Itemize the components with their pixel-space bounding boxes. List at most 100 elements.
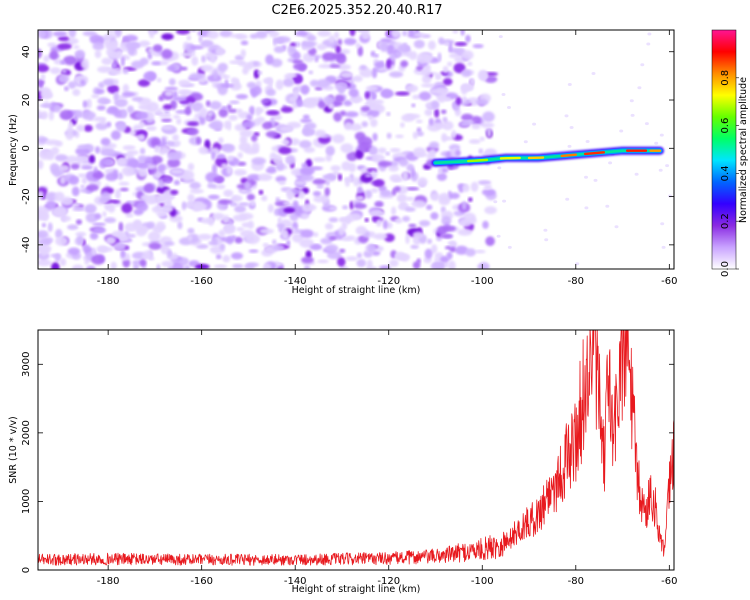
spectrogram-noise-cell: [337, 257, 346, 267]
spectrogram-noise-cell: [292, 51, 301, 61]
spectrogram-noise-cell: [266, 88, 276, 97]
spectrogram-noise-cell: [161, 137, 166, 148]
spectrogram-noise-cell: [82, 244, 91, 253]
snr-panel: -180 -160 -140 -120 -100 -80 -60 0 1000 2000 3000…: [8, 329, 677, 595]
spectrogram-noise-cell: [177, 89, 192, 96]
spectrogram-noise-cell: [223, 189, 234, 197]
spectrogram-noise-cell: [389, 148, 401, 153]
spectrogram-noise-cell: [591, 72, 596, 75]
spectrogram-noise-cell: [440, 109, 447, 115]
spectrogram-noise-cell: [353, 75, 363, 82]
trace-hotspot: [467, 158, 489, 163]
spectrogram-noise-cell: [337, 38, 343, 46]
spectrogram-noise-cell: [371, 170, 376, 178]
spectrogram-noise-cell: [222, 255, 231, 263]
spectrogram-noise-cell: [121, 166, 135, 177]
spectrogram-noise-cell: [207, 183, 217, 189]
spectrogram-noise-cell: [265, 54, 274, 65]
spectrogram-noise-cell: [125, 213, 134, 218]
spectrogram-noise-cell: [223, 236, 235, 243]
spectrogram-noise-cell: [413, 39, 425, 49]
spectrogram-noise-cell: [449, 240, 458, 248]
spectrogram-noise-cell: [52, 31, 68, 37]
spectrogram-noise-cell: [229, 100, 240, 105]
spectrogram-noise-cell: [67, 81, 77, 89]
spectrogram-noise-cell: [333, 112, 342, 122]
spectrogram-noise-cell: [462, 201, 467, 210]
spectrogram-noise-cell: [328, 206, 337, 211]
spectrogram-noise-cell: [135, 111, 149, 120]
spectrogram-noise-cell: [507, 245, 512, 249]
spectrogram-noise-cell: [236, 227, 245, 232]
spectrogram-noise-cell: [418, 91, 432, 101]
spectrogram-noise-cell: [227, 120, 232, 131]
spectrogram-noise-cell: [237, 161, 247, 166]
spectrogram-noise-cell: [437, 52, 442, 62]
spectrogram-noise-cell: [493, 200, 498, 204]
snr-x-label: Height of straight line (km): [292, 584, 421, 595]
spectrogram-noise-cell: [137, 162, 149, 169]
spectrogram-noise-cell: [373, 233, 388, 240]
spectrogram-noise-cell: [173, 96, 187, 102]
spectrogram-noise-cell: [92, 116, 107, 122]
spectrogram-noise-cell: [420, 83, 436, 88]
spectrogram-noise-cell: [250, 134, 258, 142]
spectrogram-noise-cell: [95, 146, 100, 154]
spectrogram-noise-cell: [300, 166, 315, 175]
spectrogram-noise-cell: [208, 240, 219, 246]
spectrogram-noise-cell: [361, 121, 369, 128]
spectrogram-noise-cell: [380, 38, 392, 43]
spectrogram-noise-cell: [41, 223, 47, 228]
spectrogram-noise-cell: [343, 100, 353, 107]
spectrogram-noise-cell: [115, 188, 121, 200]
spectrogram-noise-cell: [260, 99, 270, 104]
spectrogram-noise-cell: [585, 140, 590, 143]
spectrogram-noise-cell: [301, 203, 314, 213]
spectrogram-noise-cell: [76, 124, 85, 132]
spectrogram-noise-cell: [355, 225, 367, 235]
spectrogram-noise-cell: [415, 119, 423, 124]
spectrogram-noise-cell: [468, 197, 473, 202]
spectrogram-noise-cell: [328, 35, 336, 44]
spectrogram-noise-cell: [317, 30, 332, 37]
spectrogram-noise-cell: [40, 73, 46, 81]
spectrogram-noise-cell: [333, 31, 340, 39]
spectrogram-noise-cell: [454, 245, 469, 255]
spectrogram-x-tick-label: -180: [97, 276, 120, 287]
spectrogram-noise-cell: [323, 96, 335, 104]
spectrogram-noise-cell: [124, 34, 138, 42]
spectrogram-noise-cell: [543, 228, 548, 232]
spectrogram-noise-cell: [395, 91, 410, 96]
spectrogram-noise-cell: [118, 181, 130, 186]
spectrogram-noise-cell: [421, 74, 432, 84]
spectrogram-noise-cell: [660, 222, 665, 226]
spectrogram-noise-cell: [475, 99, 489, 106]
trace-hotspot: [583, 151, 606, 156]
spectrogram-noise-cell: [459, 218, 472, 227]
spectrogram-noise-cell: [156, 204, 162, 211]
spectrogram-noise-cell: [232, 263, 244, 269]
spectrogram-noise-cell: [218, 229, 226, 238]
spectrogram-noise-cell: [355, 195, 365, 201]
colorbar-tick-label: 0.2: [720, 213, 731, 229]
spectrogram-noise-cell: [359, 64, 367, 70]
spectrogram-noise-cell: [426, 204, 433, 210]
spectrogram-noise-cell: [275, 79, 284, 91]
spectrogram-noise-cell: [308, 130, 315, 135]
spectrogram-noise-cell: [290, 42, 296, 48]
spectrogram-noise-cell: [248, 249, 259, 253]
spectrogram-noise-cell: [405, 186, 420, 191]
spectrogram-noise-cell: [40, 111, 49, 120]
spectrogram-noise-cell: [377, 147, 387, 154]
spectrogram-noise-cell: [429, 89, 440, 94]
spectrogram-noise-cell: [273, 46, 285, 53]
spectrogram-noise-cell: [304, 122, 317, 130]
spectrogram-noise-cell: [139, 121, 145, 128]
spectrogram-noise-cell: [45, 191, 58, 202]
spectrogram-noise-cell: [283, 207, 296, 214]
spectrogram-noise-cell: [462, 184, 470, 193]
spectrogram-noise-cell: [247, 220, 255, 229]
spectrogram-noise-cell: [478, 148, 483, 154]
spectrogram-noise-cell: [149, 256, 155, 261]
spectrogram-noise-cell: [205, 116, 212, 121]
